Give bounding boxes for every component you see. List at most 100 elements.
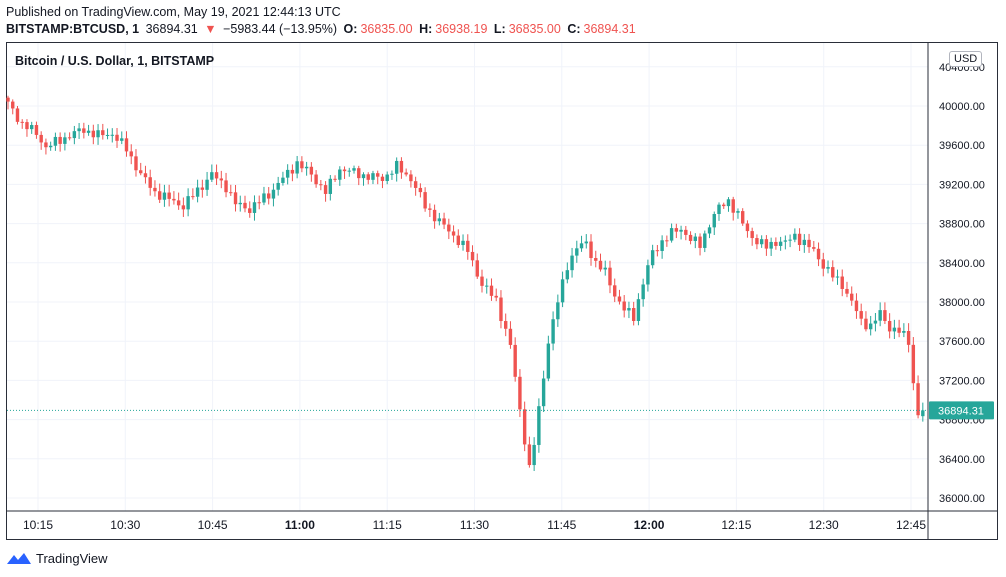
x-tick-label: 12:00 [634, 518, 665, 532]
candle-body [887, 320, 892, 332]
candle-body [778, 241, 783, 246]
chart-frame [6, 42, 998, 540]
candle-body [741, 211, 745, 224]
symbol-name[interactable]: BITSTAMP:BTCUSD, 1 [6, 22, 140, 36]
candle-body [745, 223, 750, 232]
candle-body [769, 241, 773, 249]
last-price-label: 36894.31 [938, 405, 984, 417]
candle-body [527, 444, 532, 466]
x-tick-label: 11:15 [373, 518, 402, 532]
candle-body [584, 241, 588, 244]
candle-body [110, 134, 114, 136]
candle-body [191, 196, 195, 198]
candle-body [285, 169, 290, 178]
candle-body [432, 209, 437, 222]
candle-body [48, 145, 53, 148]
candle-body [30, 125, 34, 130]
candle-body [864, 318, 868, 330]
candle-body [390, 173, 394, 175]
candle-body [67, 137, 72, 139]
candle-body [646, 265, 650, 285]
x-tick-label: 11:30 [460, 518, 489, 532]
candle-body [731, 199, 735, 213]
candle-body [541, 378, 546, 407]
candle-body [826, 267, 830, 269]
high-value: 36938.19 [435, 22, 488, 36]
y-tick-label: 38400.00 [939, 258, 985, 270]
candle-body [451, 231, 456, 236]
y-tick-label: 36400.00 [939, 454, 985, 466]
candle-body [499, 297, 503, 322]
candle-body [347, 170, 351, 172]
candle-body [551, 319, 555, 344]
candle-body [873, 320, 878, 324]
open-label: O: [343, 22, 358, 36]
candle-body [195, 187, 200, 197]
candle-body [759, 239, 764, 245]
currency-button[interactable]: USD [949, 51, 983, 67]
candle-body [717, 204, 721, 215]
candle-body [764, 239, 769, 249]
candle-body [475, 260, 479, 277]
candle-body [783, 240, 788, 242]
candle-body [556, 302, 560, 320]
candle-body [560, 279, 565, 303]
candle-body [698, 236, 702, 248]
candle-body [911, 344, 916, 384]
candle-body [442, 218, 446, 225]
candle-body [224, 180, 228, 193]
symbol-info-bar: BITSTAMP:BTCUSD, 1 36894.31 ▼ −5983.44 (… [6, 22, 639, 36]
candle-body [456, 235, 460, 246]
tradingview-logo-text: TradingView [36, 550, 108, 566]
tradingview-logo[interactable]: TradingView [6, 550, 108, 566]
candle-body [162, 192, 167, 200]
candle-body [20, 121, 24, 123]
candle-body [868, 323, 873, 330]
chart-title: Bitcoin / U.S. Dollar, 1, BITSTAMP [15, 54, 215, 68]
price-change: −5983.44 (−13.95%) [223, 22, 338, 36]
candle-body [802, 239, 807, 246]
candle-body [262, 193, 266, 203]
candle-body [608, 267, 612, 286]
candle-body [157, 191, 162, 200]
candle-body [447, 224, 451, 232]
candle-body [636, 299, 641, 321]
x-tick-label: 12:30 [809, 518, 839, 532]
y-tick-label: 37200.00 [939, 375, 985, 387]
candle-body [812, 247, 816, 249]
candle-body [722, 204, 726, 207]
candle-body [238, 202, 242, 205]
candle-body [101, 130, 105, 136]
candle-body [489, 285, 494, 296]
candle-body [916, 383, 920, 416]
candle-body [96, 130, 100, 138]
candle-body [508, 328, 513, 345]
candle-body [167, 192, 171, 199]
candle-body [115, 134, 119, 141]
candle-body [129, 151, 133, 157]
candle-body [575, 248, 579, 256]
candle-body [309, 166, 314, 175]
last-price-text: 36894.31 [145, 22, 198, 36]
candle-body [897, 327, 901, 333]
candle-body [726, 199, 731, 207]
candle-body [34, 125, 39, 135]
low-label: L: [493, 22, 506, 36]
candle-body [380, 176, 385, 182]
candle-body [774, 241, 778, 246]
low-value: 36835.00 [508, 22, 561, 36]
y-tick-label: 37600.00 [939, 336, 985, 348]
candle-body [423, 192, 427, 209]
candle-body [366, 174, 370, 180]
candle-body [328, 178, 333, 194]
candle-body [105, 134, 110, 136]
close-value: 36894.31 [583, 22, 636, 36]
candle-body [39, 134, 43, 143]
candle-body [143, 173, 148, 178]
candle-body [921, 410, 925, 417]
last-price-badge [929, 401, 994, 420]
candle-body [11, 101, 15, 109]
candle-body [404, 172, 408, 175]
candle-body [816, 248, 821, 260]
